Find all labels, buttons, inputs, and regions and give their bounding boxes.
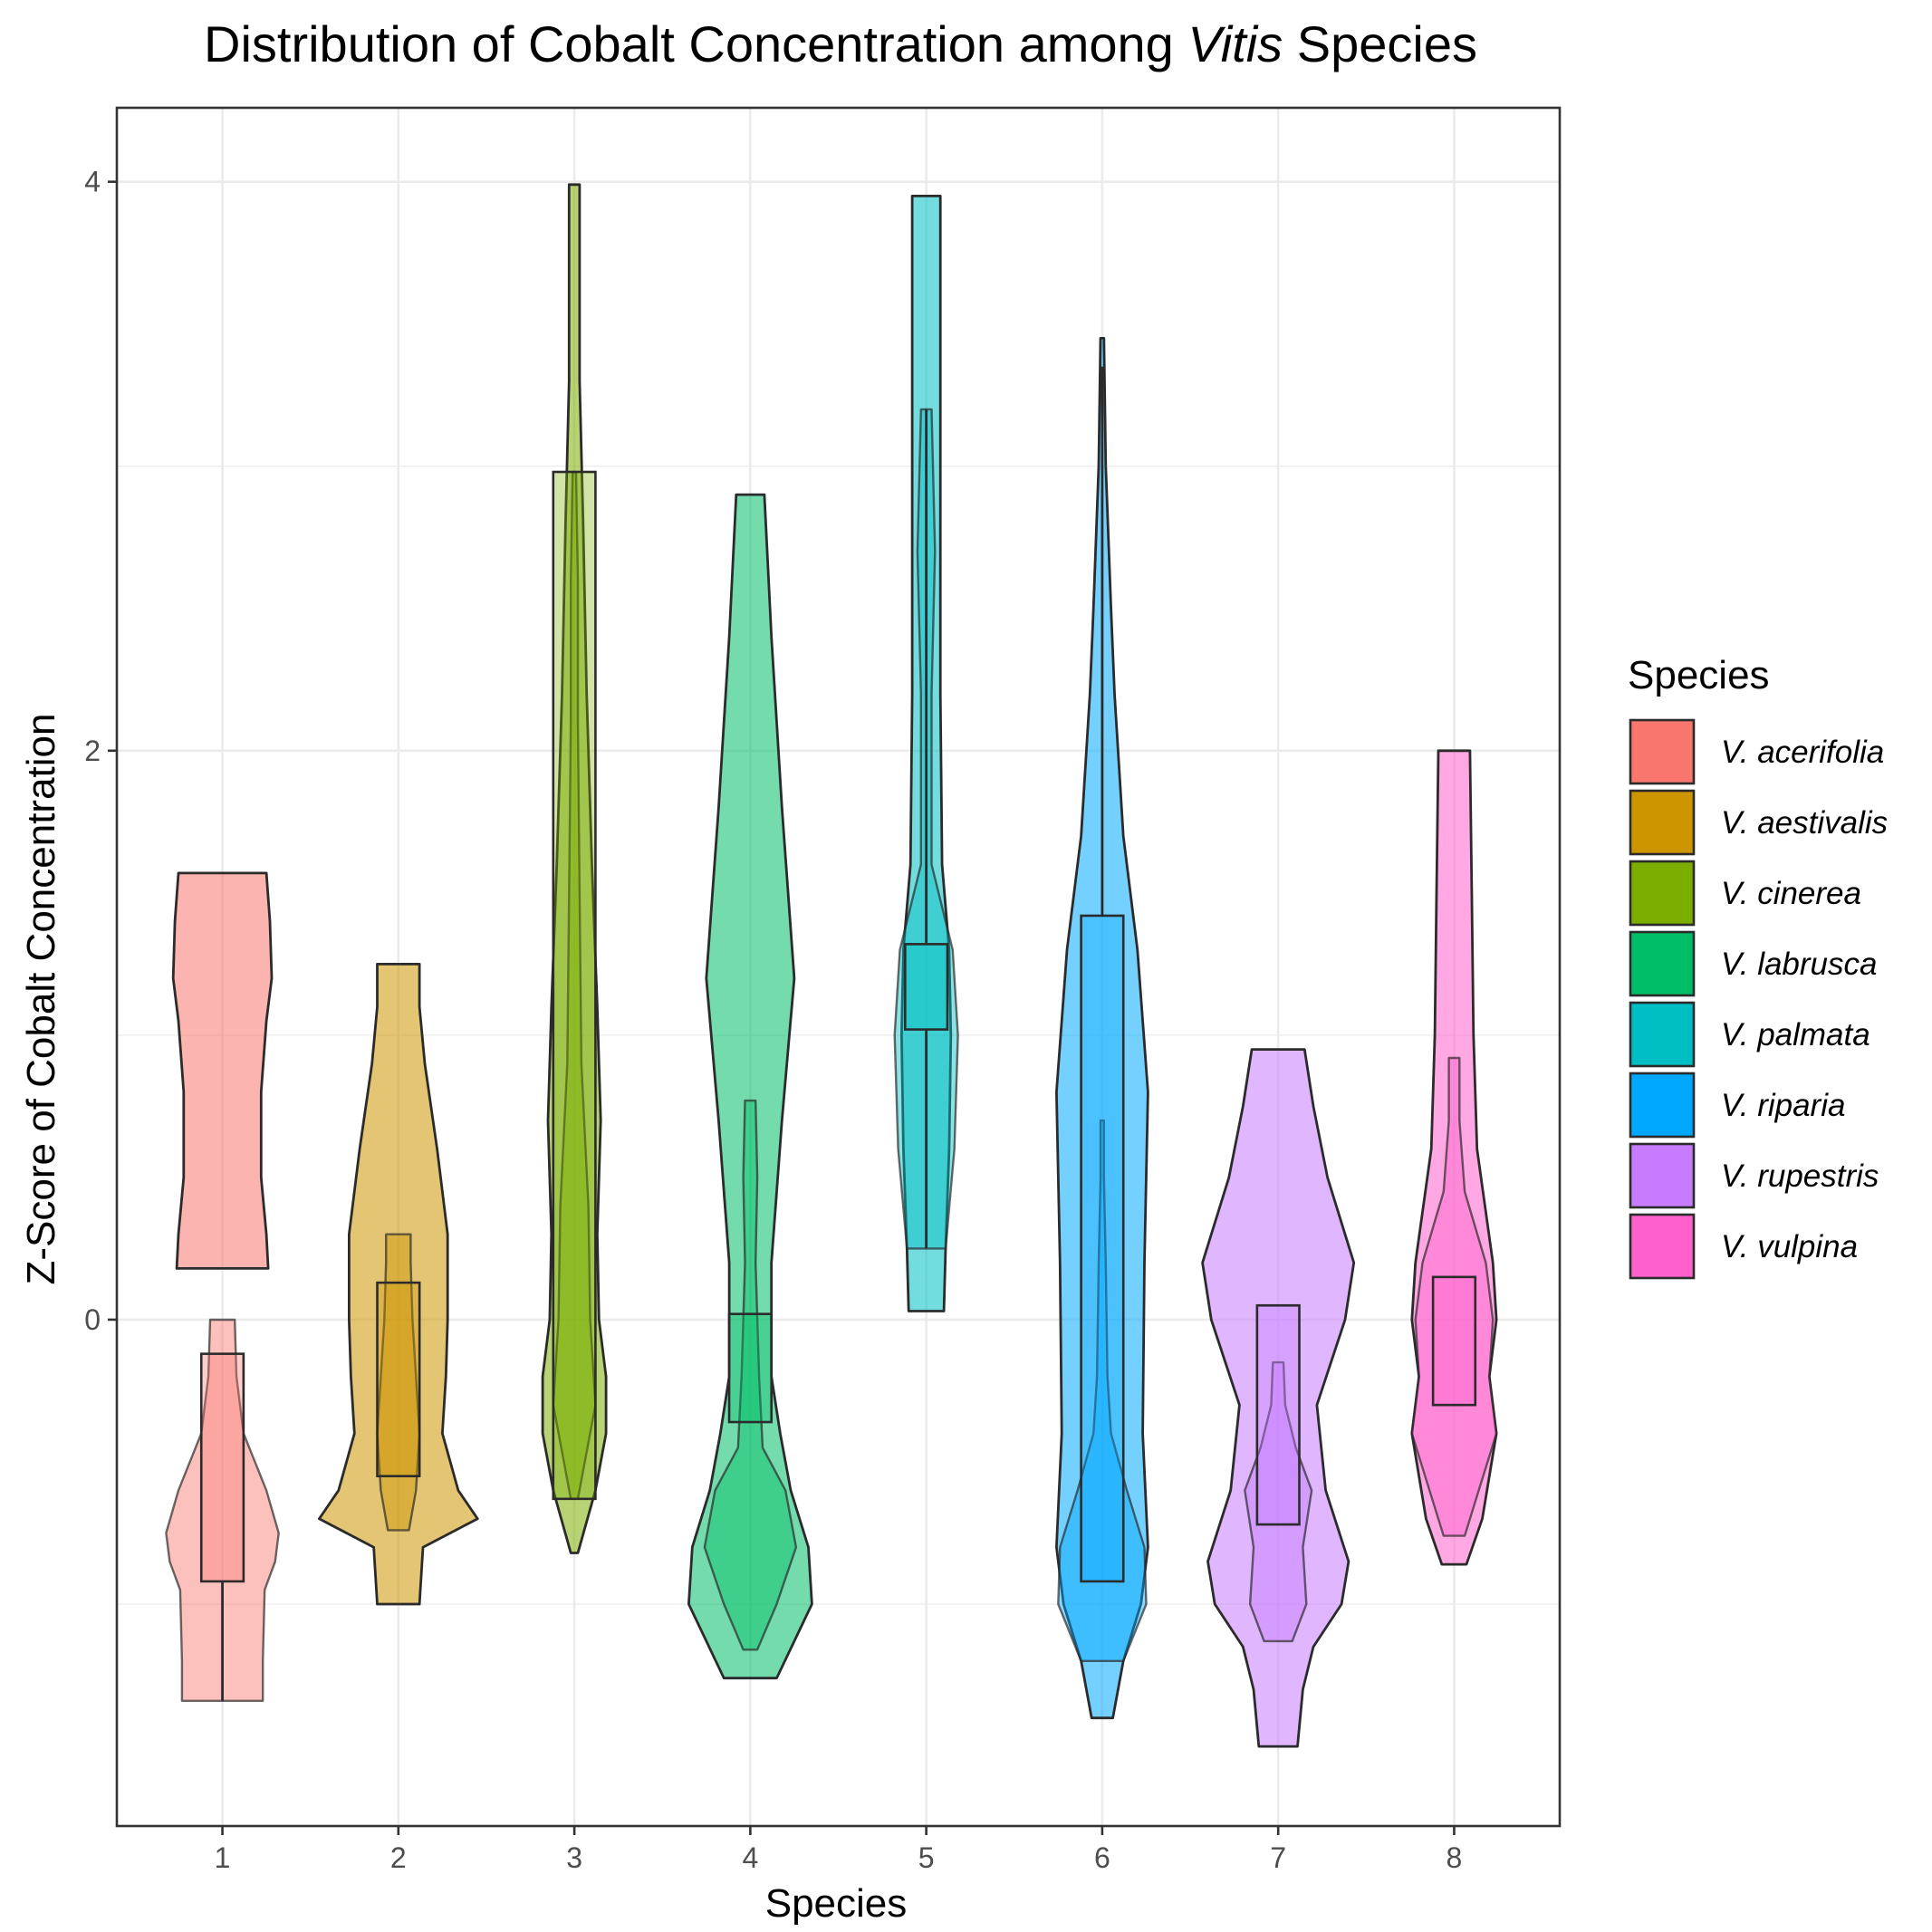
legend-label-6: V. riparia — [1721, 1088, 1845, 1123]
chart-title: Distribution of Cobalt Concentration amo… — [204, 15, 1477, 72]
legend-label-7: V. rupestris — [1721, 1158, 1879, 1194]
violin-outer — [687, 493, 813, 1680]
violin-box — [727, 1312, 773, 1424]
legend-label-3: V. cinerea — [1721, 876, 1861, 911]
violin-inner — [165, 1318, 280, 1702]
legend-key-6 — [1629, 1072, 1696, 1139]
legend-key-8 — [1629, 1213, 1696, 1280]
x-tick-label: 6 — [1094, 1841, 1110, 1874]
x-tick-label: 2 — [390, 1841, 407, 1874]
x-tick-label: 1 — [215, 1841, 231, 1874]
violin-group-6 — [1055, 337, 1149, 1720]
plot-panel-border — [115, 106, 1562, 1828]
x-tick-label: 3 — [566, 1841, 582, 1874]
legend-label-5: V. palmata — [1721, 1017, 1870, 1053]
violin-layer — [165, 183, 1498, 1748]
violin-outer — [1055, 337, 1149, 1720]
y-tick-label: 2 — [84, 735, 101, 767]
legend-key-1 — [1629, 718, 1696, 785]
violin-box — [1080, 914, 1125, 1583]
x-axis-ticks: 1 2 3 4 5 6 7 8 — [215, 1826, 1463, 1874]
y-axis-title: Z-Score of Cobalt Concentration — [19, 714, 63, 1285]
legend-label-8: V. vulpina — [1721, 1229, 1858, 1264]
x-tick-label: 4 — [742, 1841, 758, 1874]
violin-group-8 — [1410, 749, 1498, 1566]
violin-outer — [1201, 1048, 1356, 1748]
violin-group-7 — [1201, 1048, 1356, 1748]
violin-box — [199, 1352, 245, 1583]
violin-inner — [703, 1099, 798, 1651]
violin-inner — [1244, 1360, 1313, 1643]
violin-outer — [541, 183, 608, 1554]
violin-box — [1255, 1303, 1301, 1526]
legend-key-5 — [1629, 1001, 1696, 1068]
violin-inner — [376, 1233, 421, 1532]
x-tick-label: 5 — [918, 1841, 935, 1874]
y-axis-ticks: 0 2 4 — [84, 166, 117, 1336]
violin-box — [376, 1281, 421, 1477]
violin-group-2 — [318, 963, 479, 1606]
violin-outer — [171, 871, 274, 1270]
y-tick-label: 0 — [84, 1303, 101, 1336]
violin-group-3 — [541, 183, 608, 1554]
x-tick-label: 8 — [1447, 1841, 1463, 1874]
violin-outer — [318, 963, 479, 1606]
legend-key-4 — [1629, 930, 1696, 997]
x-axis-title: Species — [765, 1881, 908, 1926]
violin-box — [552, 470, 597, 1501]
legend: Species V. acerifolia V. aestivalis V. cin… — [1628, 653, 1888, 1280]
violin-group-4 — [687, 493, 813, 1680]
legend-key-7 — [1629, 1142, 1696, 1209]
violin-box — [904, 943, 949, 1031]
legend-key-2 — [1629, 789, 1696, 856]
y-tick-label: 4 — [84, 166, 101, 198]
legend-label-4: V. labrusca — [1721, 947, 1878, 982]
violin-box — [1431, 1275, 1477, 1407]
violin-group-5 — [893, 195, 959, 1312]
x-tick-label: 7 — [1270, 1841, 1286, 1874]
legend-label-2: V. aestivalis — [1721, 805, 1888, 841]
violin-group-1 — [165, 871, 280, 1702]
legend-title: Species — [1628, 653, 1770, 697]
legend-label-1: V. acerifolia — [1721, 735, 1884, 770]
legend-key-3 — [1629, 860, 1696, 927]
violin-inner — [1410, 1056, 1498, 1537]
